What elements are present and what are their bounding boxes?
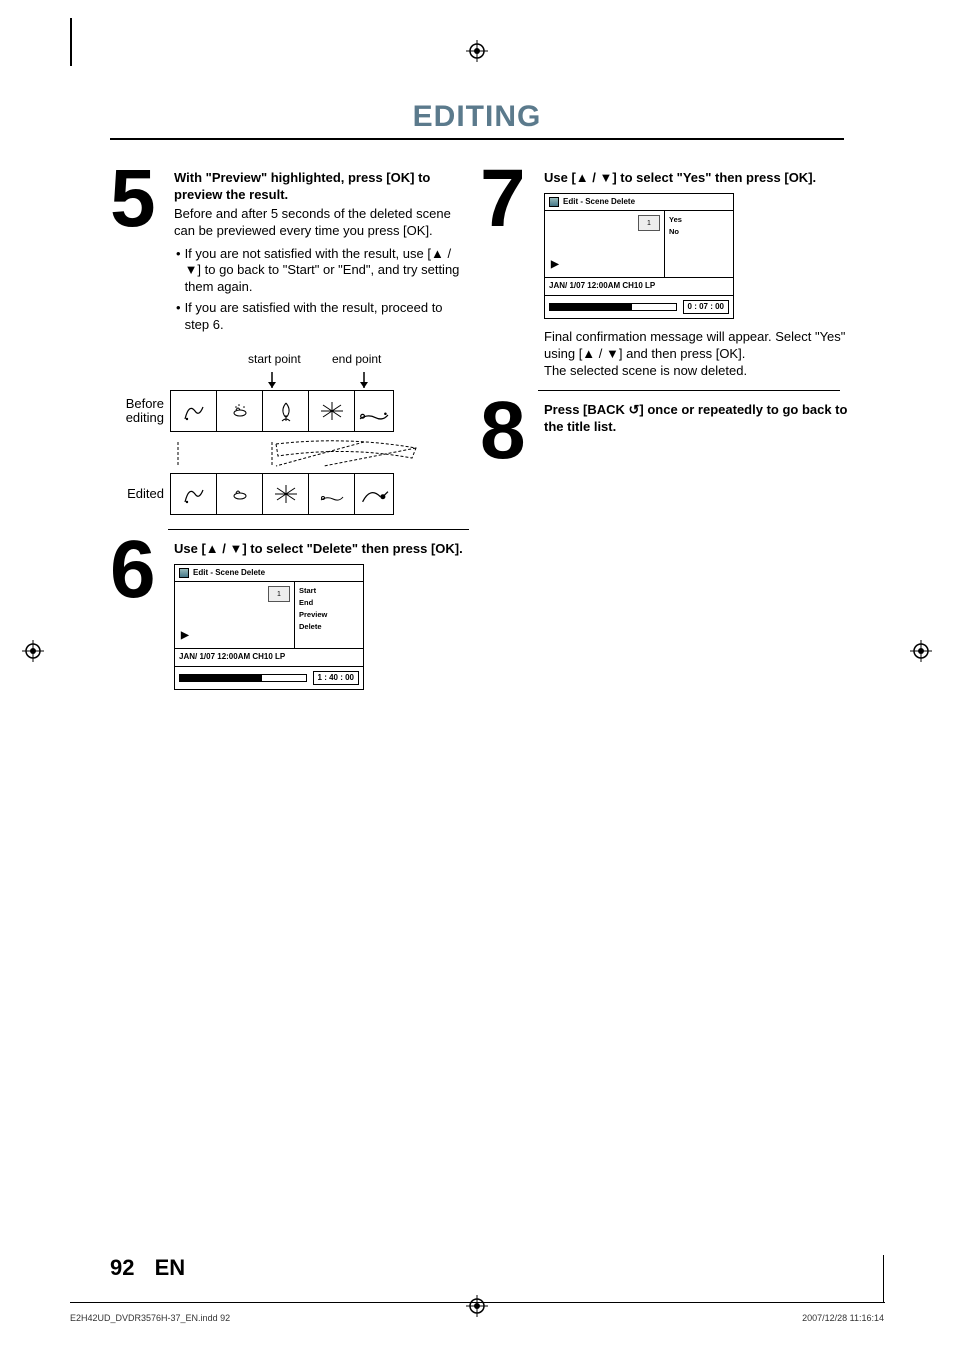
step-5-subtext: Before and after 5 seconds of the delete…	[174, 206, 465, 240]
step-6-osd: Edit - Scene Delete 1 ▶ Start End Previe…	[174, 564, 364, 690]
step-5-number: 5	[110, 168, 168, 230]
step-5-bullet-2: •If you are satisfied with the result, p…	[176, 300, 465, 334]
step-6-rule	[168, 529, 469, 530]
osd-time: 0 : 07 : 00	[683, 300, 729, 314]
osd-menu-start: Start	[299, 586, 359, 596]
step-7-osd: Edit - Scene Delete 1 ▶ Yes No JAN/ 1/07…	[544, 193, 734, 319]
registration-mark-right	[910, 640, 932, 662]
osd-thumb: 1	[638, 215, 660, 231]
diagram-start-label: start point	[248, 352, 301, 366]
osd-thumb: 1	[268, 586, 290, 602]
osd-menu: Start End Preview Delete	[295, 582, 363, 648]
osd-title-text: Edit - Scene Delete	[563, 197, 635, 207]
film-edited	[170, 473, 394, 515]
left-column: 5 With "Preview" highlighted, press [OK]…	[110, 168, 465, 704]
page-number: 92 EN	[110, 1255, 185, 1281]
play-icon: ▶	[551, 258, 559, 271]
osd-footer-text: JAN/ 1/07 12:00AM CH10 LP	[549, 281, 655, 291]
osd-menu-preview: Preview	[299, 610, 359, 620]
step-7-number: 7	[480, 168, 538, 230]
osd-progress-bar	[549, 303, 677, 311]
step-6-heading: Use [▲ / ▼] to select "Delete" then pres…	[174, 541, 465, 558]
step-7-after-2: The selected scene is now deleted.	[544, 363, 870, 380]
registration-mark-top	[466, 40, 488, 62]
osd-menu-no: No	[669, 227, 729, 237]
osd-footer-text: JAN/ 1/07 12:00AM CH10 LP	[179, 652, 285, 662]
step-8-number: 8	[480, 400, 538, 462]
page-title: EDITING	[0, 100, 954, 134]
osd-title-text: Edit - Scene Delete	[193, 568, 265, 578]
registration-mark-bottom	[466, 1295, 488, 1317]
diagram-end-label: end point	[332, 352, 381, 366]
osd-icon	[179, 568, 189, 578]
step-5-bullet-1: •If you are not satisfied with the resul…	[176, 246, 465, 297]
step-7: 7 Use [▲ / ▼] to select "Yes" then press…	[480, 168, 870, 380]
print-meta-left: E2H42UD_DVDR3576H-37_EN.indd 92	[70, 1313, 230, 1323]
film-before	[170, 390, 394, 432]
print-meta-right: 2007/12/28 11:16:14	[802, 1313, 884, 1323]
page-border-right	[883, 1255, 885, 1303]
osd-progress-bar	[179, 674, 307, 682]
title-rule	[110, 138, 844, 140]
osd-menu-yes: Yes	[669, 215, 729, 225]
diagram-dash-arc	[176, 440, 436, 468]
right-column: 7 Use [▲ / ▼] to select "Yes" then press…	[480, 168, 870, 475]
step-5-heading: With "Preview" highlighted, press [OK] t…	[174, 170, 465, 204]
osd-icon	[549, 197, 559, 207]
step-6-number: 6	[110, 539, 168, 601]
diagram-edited-label: Edited	[110, 487, 170, 501]
step-8-heading: Press [BACK ↺] once or repeatedly to go …	[544, 402, 870, 436]
step-8: 8 Press [BACK ↺] once or repeatedly to g…	[480, 400, 870, 462]
page-border-left	[70, 18, 72, 66]
step-7-after-1: Final confirmation message will appear. …	[544, 329, 870, 363]
registration-mark-left	[22, 640, 44, 662]
diagram-before-label: Before editing	[110, 397, 170, 426]
osd-menu-delete: Delete	[299, 622, 359, 632]
step-5: 5 With "Preview" highlighted, press [OK]…	[110, 168, 465, 338]
step-8-rule	[538, 390, 840, 391]
osd-time: 1 : 40 : 00	[313, 671, 359, 685]
osd-menu: Yes No	[665, 211, 733, 277]
scene-edit-diagram: start point end point Before editing	[110, 352, 450, 515]
play-icon: ▶	[181, 629, 189, 642]
osd-menu-end: End	[299, 598, 359, 608]
step-7-heading: Use [▲ / ▼] to select "Yes" then press […	[544, 170, 870, 187]
step-6: 6 Use [▲ / ▼] to select "Delete" then pr…	[110, 539, 465, 690]
